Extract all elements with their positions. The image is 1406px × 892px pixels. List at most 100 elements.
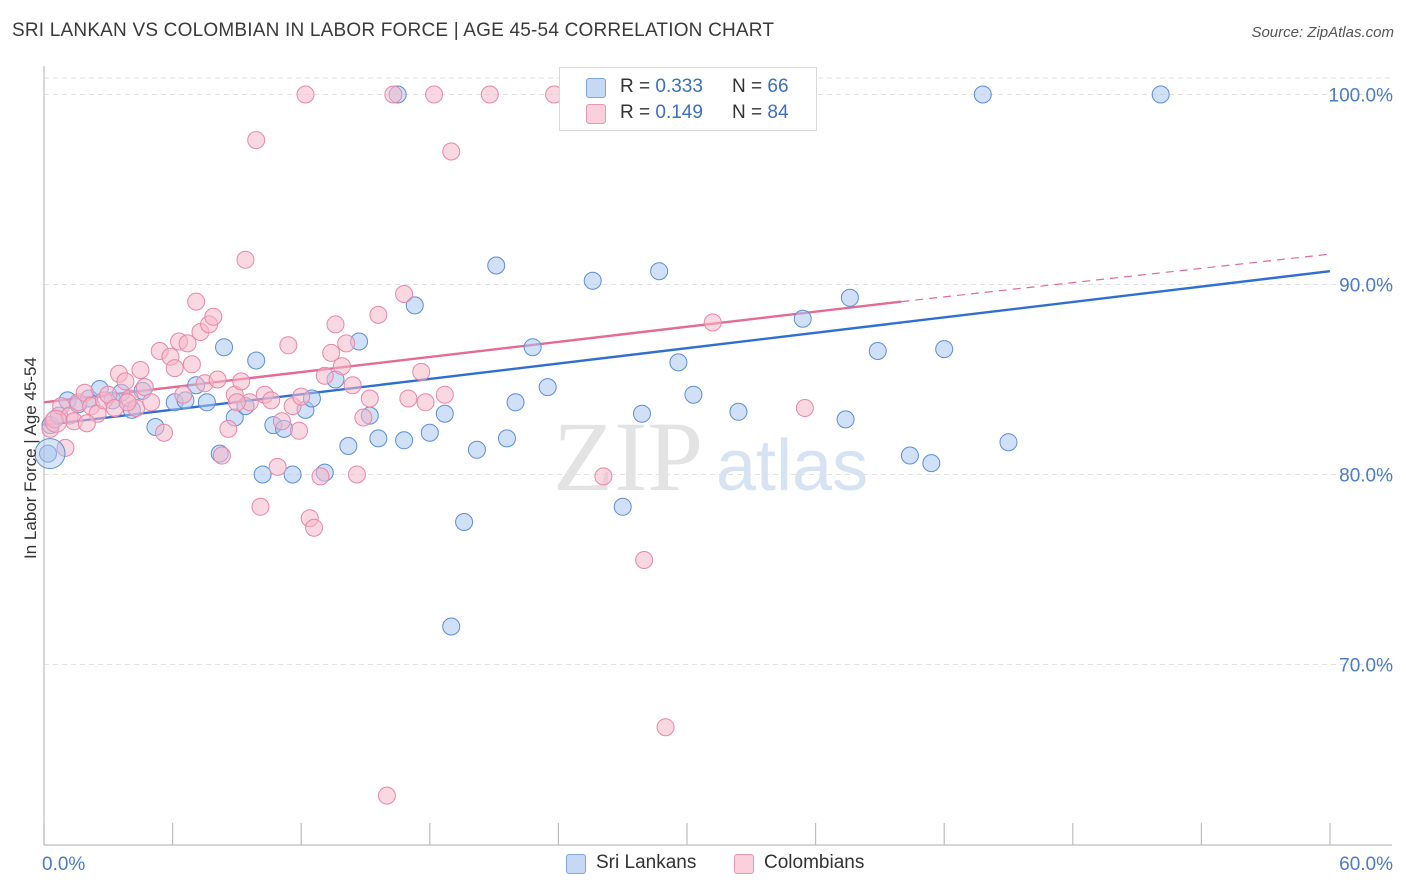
sri-lankan-point [405, 296, 424, 315]
colombian-point [251, 497, 270, 516]
sri-lankan-point [253, 465, 272, 484]
colombian-point [337, 334, 356, 353]
colombian-point [182, 355, 201, 374]
colombian-point [227, 393, 246, 412]
x-tick-label: 0.0% [42, 854, 85, 875]
sri-lankan-point [247, 351, 266, 370]
colombian-point [399, 389, 418, 408]
sri-lankan-point [935, 340, 954, 359]
sri-lankan-point [684, 385, 703, 404]
legend-n-text: N = [732, 102, 763, 123]
watermark-atlas: atlas [716, 426, 868, 506]
chart-title: SRI LANKAN VS COLOMBIAN IN LABOR FORCE |… [12, 20, 775, 41]
colombian-point [425, 85, 444, 104]
colombian-point [635, 551, 654, 569]
x-tick-label: 60.0% [1339, 854, 1393, 875]
colombian-point [174, 385, 193, 404]
colombian-point [187, 292, 206, 311]
watermark: ZIP atlas [553, 401, 868, 512]
sri-lankan-point [497, 429, 516, 448]
colombian-point [343, 376, 362, 395]
y-axis-title: In Labor Force | Age 45-54 [21, 357, 40, 559]
colombian-trend-extension [901, 253, 1331, 303]
colombian-point [178, 334, 197, 353]
y-tick-label: 70.0% [1339, 656, 1393, 677]
legend-swatch-sri-lankans [586, 78, 606, 98]
sri-lankan-point [868, 342, 887, 360]
legend-r-value-sri-lankans: 0.333 [655, 76, 703, 97]
sri-lankan-point [39, 444, 57, 463]
colombian-point [377, 786, 396, 805]
sri-lankan-point [487, 256, 506, 275]
legend-n-text: N = [732, 76, 763, 97]
colombian-point [795, 399, 814, 417]
sri-lankan-point [973, 85, 992, 104]
colombian-point [347, 465, 366, 484]
colombian-point [272, 412, 291, 431]
sri-lankan-point [369, 429, 388, 448]
colombian-point [268, 457, 287, 476]
colombian-point [315, 366, 334, 385]
bottom-legend-swatch-colombians [734, 854, 754, 874]
sri-lankan-point [900, 446, 919, 465]
colombian-point [322, 343, 341, 362]
tick-labels: 70.0% 80.0% 90.0% 100.0% 0.0% 60.0% [42, 86, 1393, 876]
colombian-point [354, 408, 373, 427]
sri-lankan-point [339, 437, 358, 455]
sri-lankan-point [632, 404, 651, 423]
colombian-point [236, 250, 255, 269]
sri-lankan-point [420, 423, 439, 442]
colombian-point [594, 467, 613, 486]
sri-lankan-point [613, 497, 632, 516]
colombian-point [204, 307, 223, 326]
source-note: Source: ZipAtlas.com [1251, 24, 1394, 41]
sri-lankan-point [197, 393, 216, 412]
sri-lankan-point [455, 513, 474, 531]
colombian-point [442, 142, 461, 161]
colombian-point [44, 409, 68, 433]
legend-n-value-sri-lankans: 66 [767, 76, 789, 97]
colombian-point [212, 446, 231, 465]
sri-lankan-point [395, 431, 414, 450]
colombian-point [656, 718, 675, 737]
sri-lankan-point [669, 353, 688, 372]
colombian-point [135, 378, 154, 397]
sri-lankan-point [435, 404, 454, 423]
colombian-point [290, 421, 309, 440]
sri-lankan-point [729, 402, 748, 421]
colombian-point [142, 393, 161, 412]
sri-lankan-point [999, 433, 1018, 452]
colombian-point [305, 518, 324, 537]
colombian-point [311, 467, 330, 486]
y-tick-label: 90.0% [1339, 276, 1393, 297]
colombian-point [118, 393, 137, 412]
legend-r-label: R = 0.149 [620, 102, 703, 124]
sri-lankan-point [442, 617, 461, 636]
watermark-zip: ZIP [553, 401, 703, 512]
colombian-point [435, 385, 454, 404]
sri-lankan-point [840, 288, 859, 307]
legend: R = 0.333 N = 66 R = 0.149 N = 84 [559, 67, 817, 131]
legend-n-label: N = 84 [732, 102, 789, 124]
legend-r-text: R = [620, 102, 651, 123]
y-tick-label: 100.0% [1329, 86, 1394, 107]
colombian-point [77, 414, 96, 433]
colombian-point [384, 85, 403, 104]
legend-r-text: R = [620, 76, 651, 97]
sri-lankan-point [793, 309, 812, 328]
colombian-point [416, 393, 435, 412]
colombian-point [232, 372, 251, 391]
y-tick-label: 80.0% [1339, 466, 1393, 487]
legend-swatch-colombians [586, 104, 606, 124]
colombian-trend-line [43, 300, 902, 404]
sri-lankan-point [922, 454, 941, 473]
colombian-point [332, 357, 351, 376]
colombian-point [155, 423, 174, 442]
sri-lankan-point [583, 271, 602, 290]
sri-lankan-point [650, 262, 669, 281]
colombian-point [165, 359, 184, 378]
colombian-point [292, 387, 311, 406]
legend-r-value-colombians: 0.149 [655, 102, 703, 123]
sri-lankan-point [215, 338, 234, 357]
colombian-point [279, 336, 298, 355]
